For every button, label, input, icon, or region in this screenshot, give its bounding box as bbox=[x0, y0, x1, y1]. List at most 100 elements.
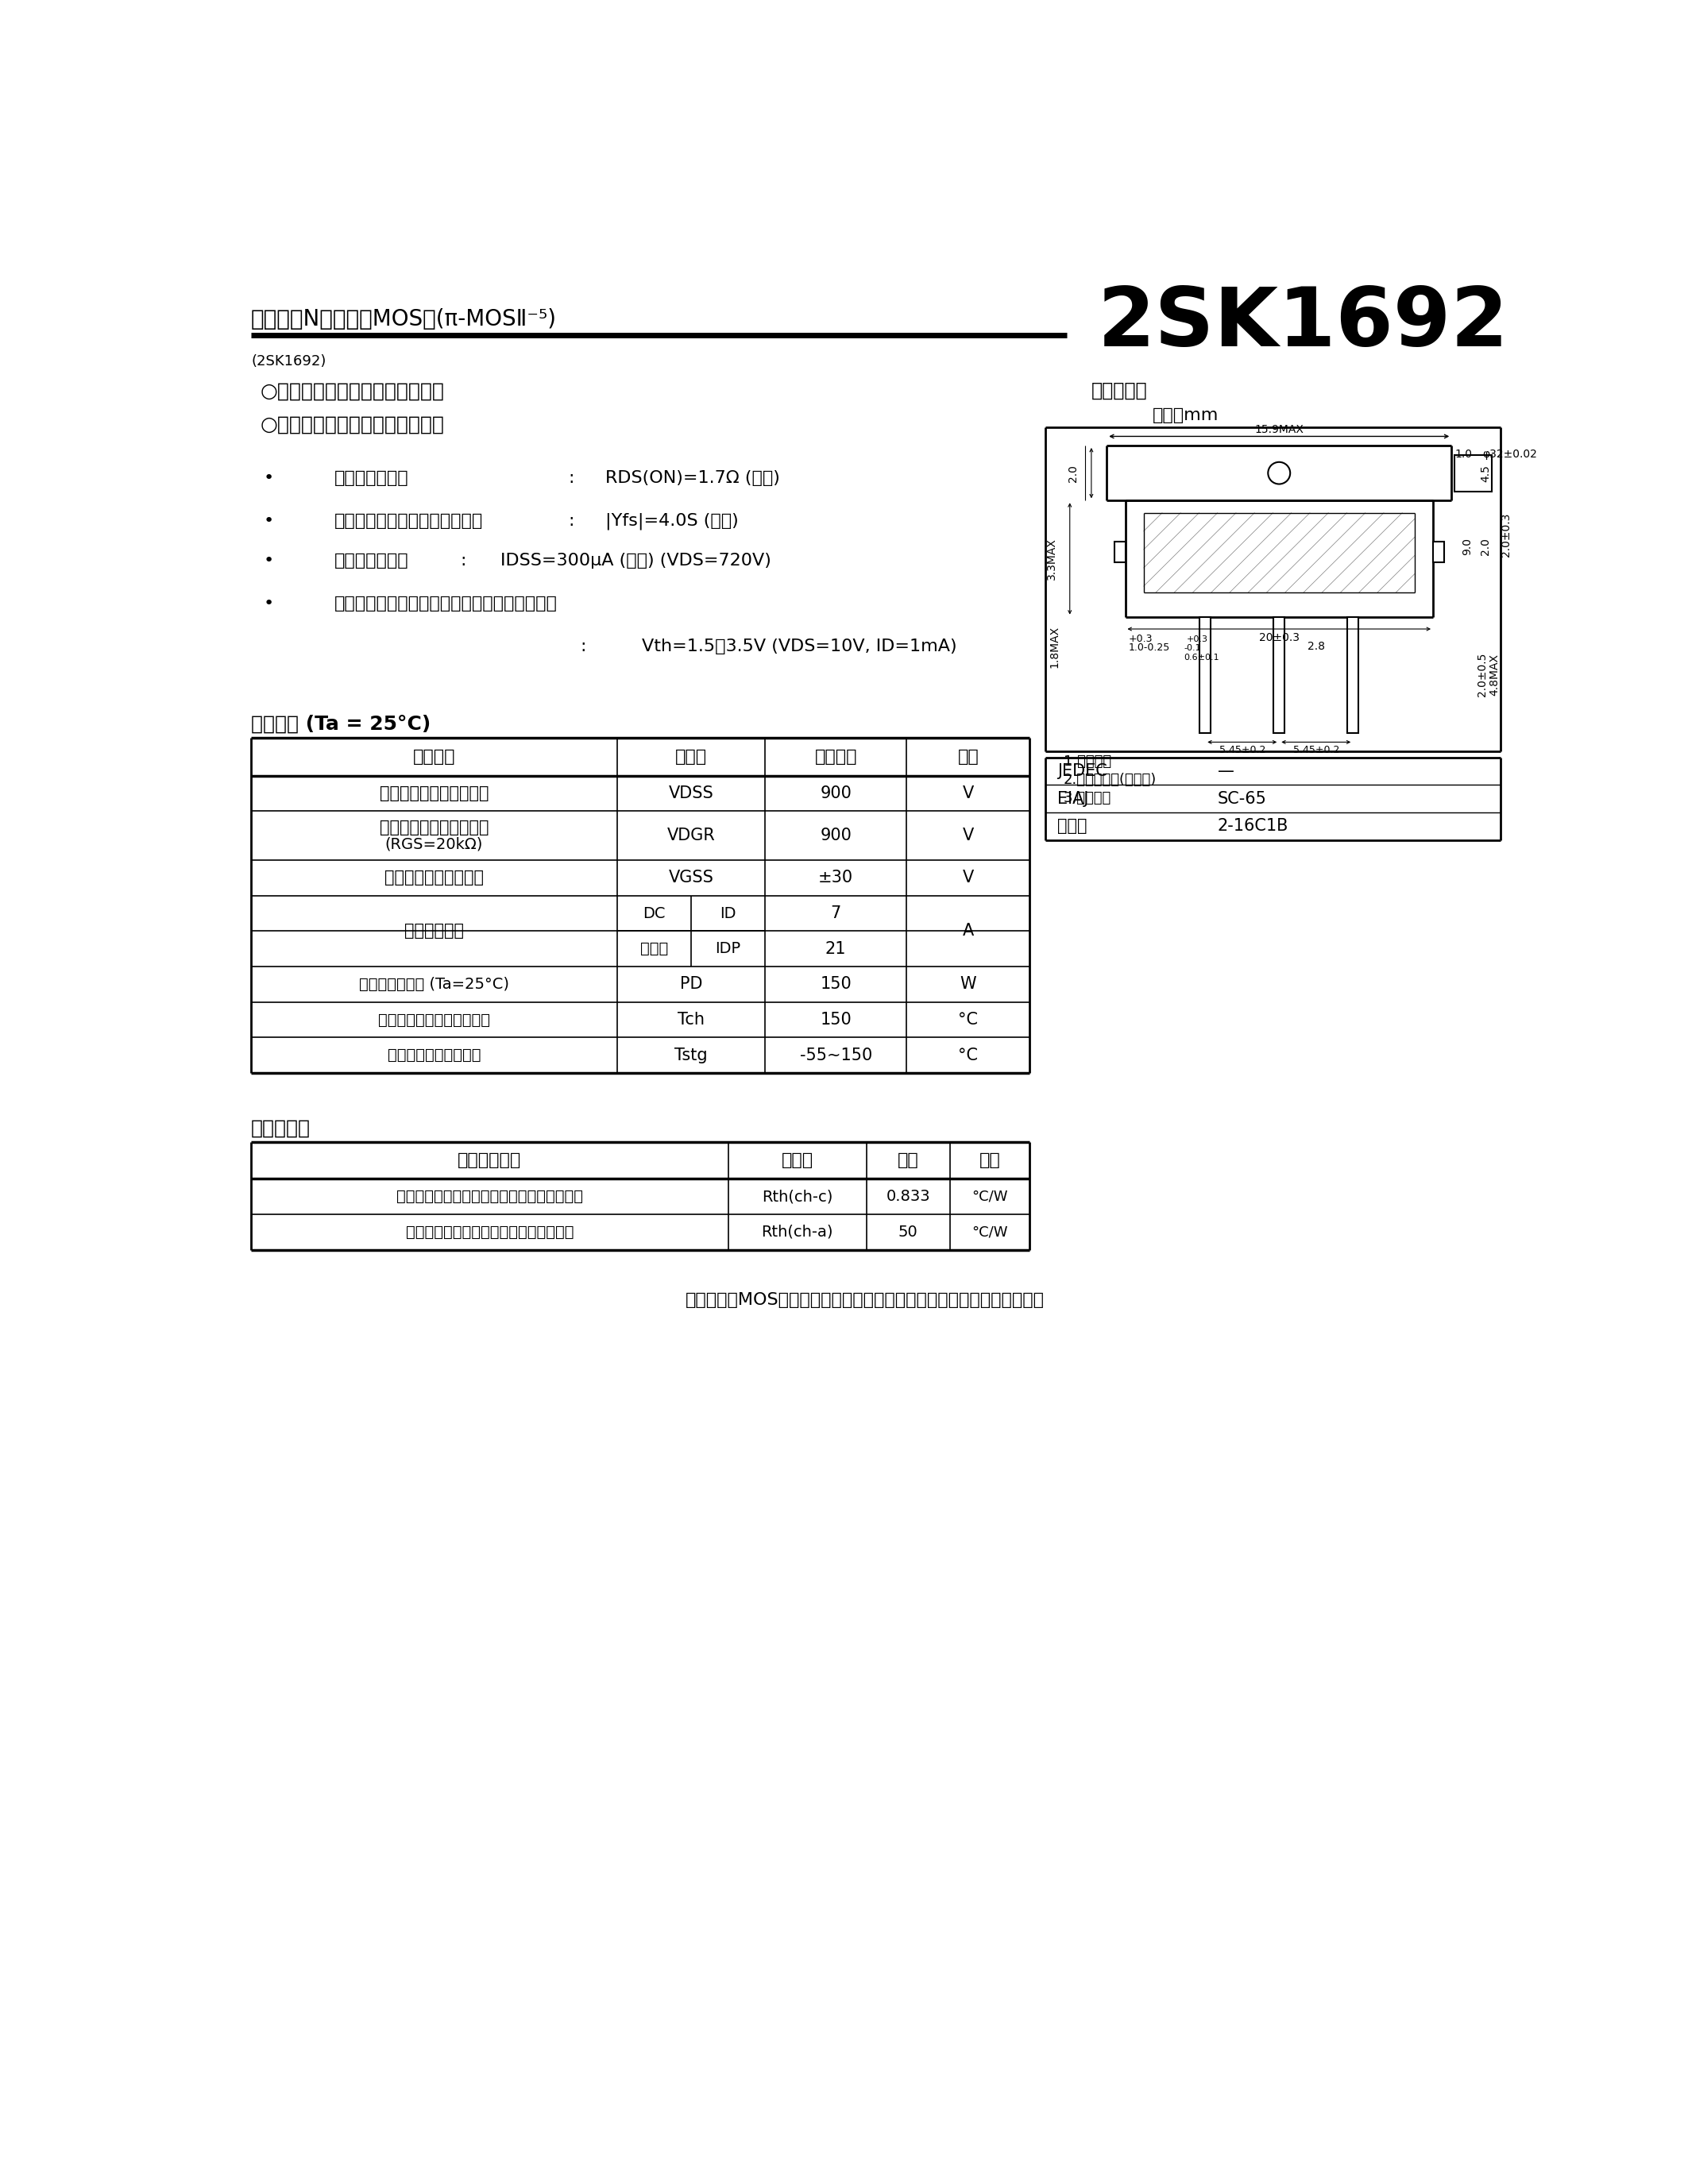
Text: 4.5: 4.5 bbox=[1480, 465, 1491, 483]
Text: ○　スイッチングレギュレータ用: ○ スイッチングレギュレータ用 bbox=[260, 382, 444, 400]
Text: •: • bbox=[263, 596, 273, 612]
Text: •: • bbox=[263, 553, 273, 568]
Text: Rth(ch-a): Rth(ch-a) bbox=[761, 1225, 834, 1241]
Text: 項　　目: 項 目 bbox=[414, 749, 456, 764]
Text: ドレイン電流: ドレイン電流 bbox=[405, 924, 464, 939]
Text: ドレイン・ソース間電圧: ドレイン・ソース間電圧 bbox=[380, 786, 490, 802]
Text: 1.0: 1.0 bbox=[1455, 448, 1472, 459]
Text: +0.3: +0.3 bbox=[1128, 633, 1153, 644]
Text: V: V bbox=[962, 869, 974, 887]
Text: チャ　ネ　ル・外　気　間　熱　抵　抗: チャ ネ ル・外 気 間 熱 抵 抗 bbox=[405, 1225, 574, 1241]
Text: 5.45±0.2: 5.45±0.2 bbox=[1219, 745, 1266, 756]
Text: 900: 900 bbox=[820, 828, 852, 843]
Text: チャ　ャ　ネ　ル　温　度: チャ ャ ネ ル 温 度 bbox=[378, 1011, 490, 1026]
Text: 項　　　　目: 項 目 bbox=[457, 1153, 522, 1168]
Bar bbox=[1114, 542, 1126, 563]
Text: ゲート・ソース間電圧: ゲート・ソース間電圧 bbox=[385, 869, 484, 887]
Text: 3.3MAX: 3.3MAX bbox=[1047, 537, 1057, 579]
Text: 許　容　損　失 (Ta=25°C): 許 容 損 失 (Ta=25°C) bbox=[360, 976, 510, 992]
Text: 熱抜抗特性: 熱抜抗特性 bbox=[252, 1118, 311, 1138]
Text: 2.0: 2.0 bbox=[1480, 537, 1491, 555]
Text: IDSS=300μA (最大) (VDS=720V): IDSS=300μA (最大) (VDS=720V) bbox=[500, 553, 771, 568]
Text: +0.3: +0.3 bbox=[1187, 636, 1209, 642]
Text: Tch: Tch bbox=[677, 1011, 704, 1029]
Text: Tstg: Tstg bbox=[675, 1048, 707, 1064]
Text: 順方向伝達アドミタンスが高い: 順方向伝達アドミタンスが高い bbox=[334, 513, 483, 529]
Text: V: V bbox=[962, 828, 974, 843]
Text: Rth(ch-c): Rth(ch-c) bbox=[761, 1188, 832, 1203]
Text: パルス: パルス bbox=[640, 941, 668, 957]
Text: 2.0: 2.0 bbox=[1067, 465, 1079, 483]
Text: °C/W: °C/W bbox=[972, 1225, 1008, 1238]
Text: (RGS=20kΩ): (RGS=20kΩ) bbox=[385, 836, 483, 852]
Text: 2SK1692: 2SK1692 bbox=[1097, 284, 1509, 365]
Text: 保　　存　　温　　度: 保 存 温 度 bbox=[388, 1048, 481, 1064]
Text: :: : bbox=[461, 553, 466, 568]
Text: 0.833: 0.833 bbox=[886, 1188, 930, 1203]
Text: SC-65: SC-65 bbox=[1217, 791, 1266, 806]
Text: VGSS: VGSS bbox=[668, 869, 714, 887]
Text: V: V bbox=[962, 786, 974, 802]
Text: A: A bbox=[962, 924, 974, 939]
Text: IDP: IDP bbox=[716, 941, 741, 957]
Text: -0.1: -0.1 bbox=[1183, 644, 1200, 653]
Text: °C: °C bbox=[959, 1048, 977, 1064]
Text: 900: 900 bbox=[820, 786, 852, 802]
Text: •: • bbox=[263, 513, 273, 529]
Text: ID: ID bbox=[721, 906, 736, 922]
Text: 定　　格: 定 格 bbox=[815, 749, 858, 764]
Text: 1.　ゲート: 1. ゲート bbox=[1063, 753, 1111, 769]
Text: 最大定格 (Ta = 25°C): 最大定格 (Ta = 25°C) bbox=[252, 714, 430, 734]
Text: 15.9MAX: 15.9MAX bbox=[1254, 424, 1303, 435]
Bar bbox=[1200, 616, 1210, 734]
Text: 取承いが簡単な，エンハンスメントタイプです: 取承いが簡単な，エンハンスメントタイプです bbox=[334, 596, 557, 612]
Text: •: • bbox=[263, 470, 273, 485]
Text: 2.8: 2.8 bbox=[1307, 642, 1325, 653]
Text: Vth=1.5～3.5V (VDS=10V, ID=1mA): Vth=1.5～3.5V (VDS=10V, ID=1mA) bbox=[641, 638, 957, 653]
Text: W: W bbox=[960, 976, 976, 992]
Text: PD: PD bbox=[680, 976, 702, 992]
Text: シリコンNチャネルMOS形(π-MOSⅡ⁻⁵): シリコンNチャネルMOS形(π-MOSⅡ⁻⁵) bbox=[252, 308, 557, 330]
Text: :: : bbox=[581, 638, 586, 653]
Text: 東　芦: 東 芦 bbox=[1057, 819, 1087, 834]
Circle shape bbox=[1268, 463, 1290, 485]
Text: 2.　ドレイン(放熱板): 2. ドレイン(放熱板) bbox=[1063, 773, 1156, 786]
Text: 2.0±0.3: 2.0±0.3 bbox=[1501, 513, 1512, 557]
Text: :: : bbox=[569, 470, 574, 485]
Text: 150: 150 bbox=[820, 1011, 852, 1029]
Text: 2.0±0.5: 2.0±0.5 bbox=[1477, 653, 1487, 697]
Text: :: : bbox=[569, 513, 574, 529]
Text: 通信工業用: 通信工業用 bbox=[1092, 382, 1148, 400]
Text: ドレイン・ゲート間電圧: ドレイン・ゲート間電圧 bbox=[380, 819, 490, 836]
Text: 記　号: 記 号 bbox=[782, 1153, 814, 1168]
Text: 5.45±0.2: 5.45±0.2 bbox=[1293, 745, 1339, 756]
Text: 50: 50 bbox=[898, 1225, 918, 1241]
Text: 1.0-0.25: 1.0-0.25 bbox=[1128, 642, 1170, 653]
Bar bbox=[1347, 616, 1359, 734]
Text: 記　号: 記 号 bbox=[675, 749, 707, 764]
Text: φ32±0.02: φ32±0.02 bbox=[1482, 448, 1538, 459]
Text: 4.8MAX: 4.8MAX bbox=[1489, 653, 1501, 697]
Text: DC: DC bbox=[643, 906, 665, 922]
Text: -55~150: -55~150 bbox=[800, 1048, 873, 1064]
Text: 7: 7 bbox=[830, 906, 841, 922]
Text: JEDEC: JEDEC bbox=[1057, 762, 1107, 780]
Bar bbox=[1433, 542, 1445, 563]
Text: 漏れ電流が低い: 漏れ電流が低い bbox=[334, 553, 408, 568]
Text: EIAJ: EIAJ bbox=[1057, 791, 1089, 806]
Text: チャ　ネ　ル・ケ　ー　ス　間　熱　抵　抗: チャ ネ ル・ケ ー ス 間 熱 抵 抗 bbox=[397, 1188, 582, 1203]
Text: 0.6±0.1: 0.6±0.1 bbox=[1183, 653, 1219, 662]
Text: 2-16C1B: 2-16C1B bbox=[1217, 819, 1288, 834]
Text: 20±0.3: 20±0.3 bbox=[1259, 631, 1300, 642]
Text: 最大: 最大 bbox=[898, 1153, 918, 1168]
Text: °C/W: °C/W bbox=[972, 1190, 1008, 1203]
Text: —: — bbox=[1217, 762, 1234, 780]
Text: VDSS: VDSS bbox=[668, 786, 714, 802]
Text: 21: 21 bbox=[825, 941, 846, 957]
Text: RDS(ON)=1.7Ω (標準): RDS(ON)=1.7Ω (標準) bbox=[604, 470, 780, 485]
Text: オン抚抗が低い: オン抚抗が低い bbox=[334, 470, 408, 485]
Text: 1.8MAX: 1.8MAX bbox=[1048, 627, 1060, 668]
Text: VDGR: VDGR bbox=[667, 828, 716, 843]
Text: ○　高速，大電流スイッチング用: ○ 高速，大電流スイッチング用 bbox=[260, 415, 444, 435]
Text: 9.0: 9.0 bbox=[1462, 537, 1472, 555]
